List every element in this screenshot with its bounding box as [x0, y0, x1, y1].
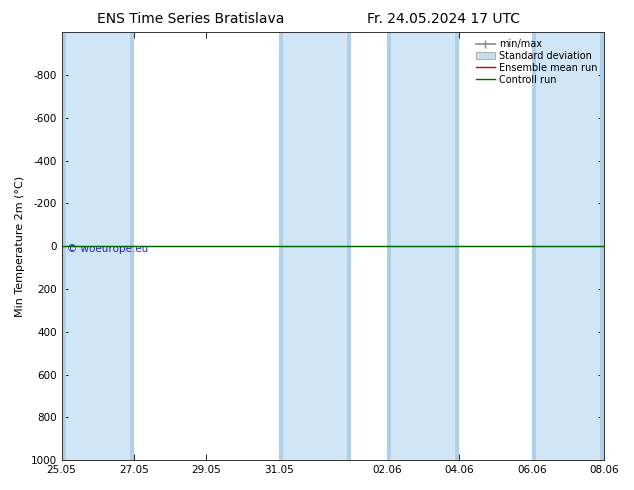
Text: Fr. 24.05.2024 17 UTC: Fr. 24.05.2024 17 UTC: [367, 12, 521, 26]
Bar: [387, 32, 460, 460]
Bar: [387, 32, 391, 460]
Text: © woeurope.eu: © woeurope.eu: [67, 244, 148, 254]
Bar: [61, 32, 66, 460]
Bar: [278, 32, 283, 460]
Legend: min/max, Standard deviation, Ensemble mean run, Controll run: min/max, Standard deviation, Ensemble me…: [472, 35, 601, 89]
Bar: [532, 32, 536, 460]
Bar: [61, 32, 134, 460]
Bar: [455, 32, 460, 460]
Bar: [278, 32, 351, 460]
Bar: [347, 32, 351, 460]
Text: ENS Time Series Bratislava: ENS Time Series Bratislava: [96, 12, 284, 26]
Bar: [600, 32, 604, 460]
Bar: [532, 32, 604, 460]
Y-axis label: Min Temperature 2m (°C): Min Temperature 2m (°C): [15, 175, 25, 317]
Bar: [129, 32, 134, 460]
